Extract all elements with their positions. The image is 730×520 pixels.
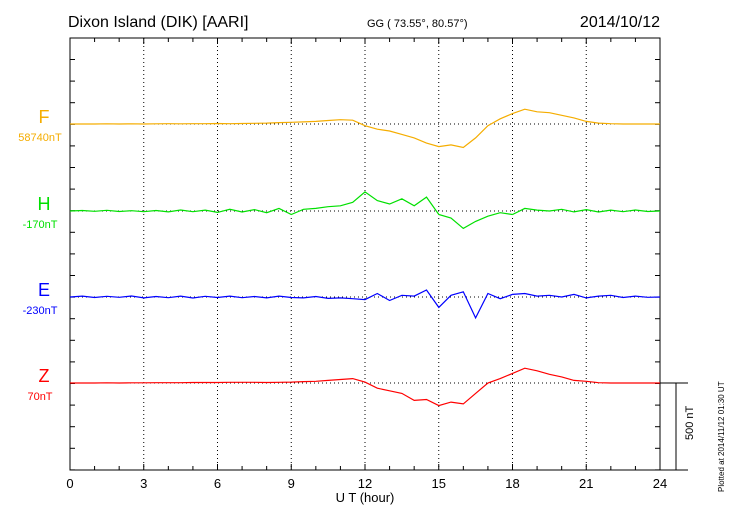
scale-bar-label: 500 nT bbox=[684, 405, 696, 440]
component-label-E: E bbox=[38, 280, 50, 300]
coordinates-label: GG ( 73.55°, 80.57°) bbox=[367, 18, 468, 30]
plotted-at-label: Plotted at 2014/11/12 01:30 UT bbox=[717, 381, 726, 492]
x-tick-label: 24 bbox=[653, 476, 667, 491]
x-tick-label: 3 bbox=[140, 476, 147, 491]
component-label-F: F bbox=[39, 107, 50, 127]
baseline-value-F: 58740nT bbox=[18, 132, 62, 144]
date-label: 2014/10/12 bbox=[580, 14, 660, 31]
x-tick-label: 18 bbox=[505, 476, 519, 491]
x-tick-label: 15 bbox=[432, 476, 446, 491]
x-axis-label: U T (hour) bbox=[336, 490, 395, 505]
series-line-H bbox=[69, 191, 661, 230]
x-tick-label: 21 bbox=[579, 476, 593, 491]
component-label-H: H bbox=[38, 194, 51, 214]
series-line-E bbox=[69, 289, 661, 320]
series-line-Z bbox=[70, 367, 660, 407]
component-label-Z: Z bbox=[39, 366, 50, 386]
station-title: Dixon Island (DIK) [AARI] bbox=[68, 14, 249, 31]
x-tick-label: 0 bbox=[66, 476, 73, 491]
baseline-value-H: -170nT bbox=[23, 219, 58, 231]
x-tick-label: 9 bbox=[288, 476, 295, 491]
x-tick-label: 12 bbox=[358, 476, 372, 491]
baseline-value-E: -230nT bbox=[23, 305, 58, 317]
x-tick-label: 6 bbox=[214, 476, 221, 491]
series-line-F bbox=[70, 108, 660, 149]
baseline-value-Z: 70nT bbox=[27, 391, 52, 403]
